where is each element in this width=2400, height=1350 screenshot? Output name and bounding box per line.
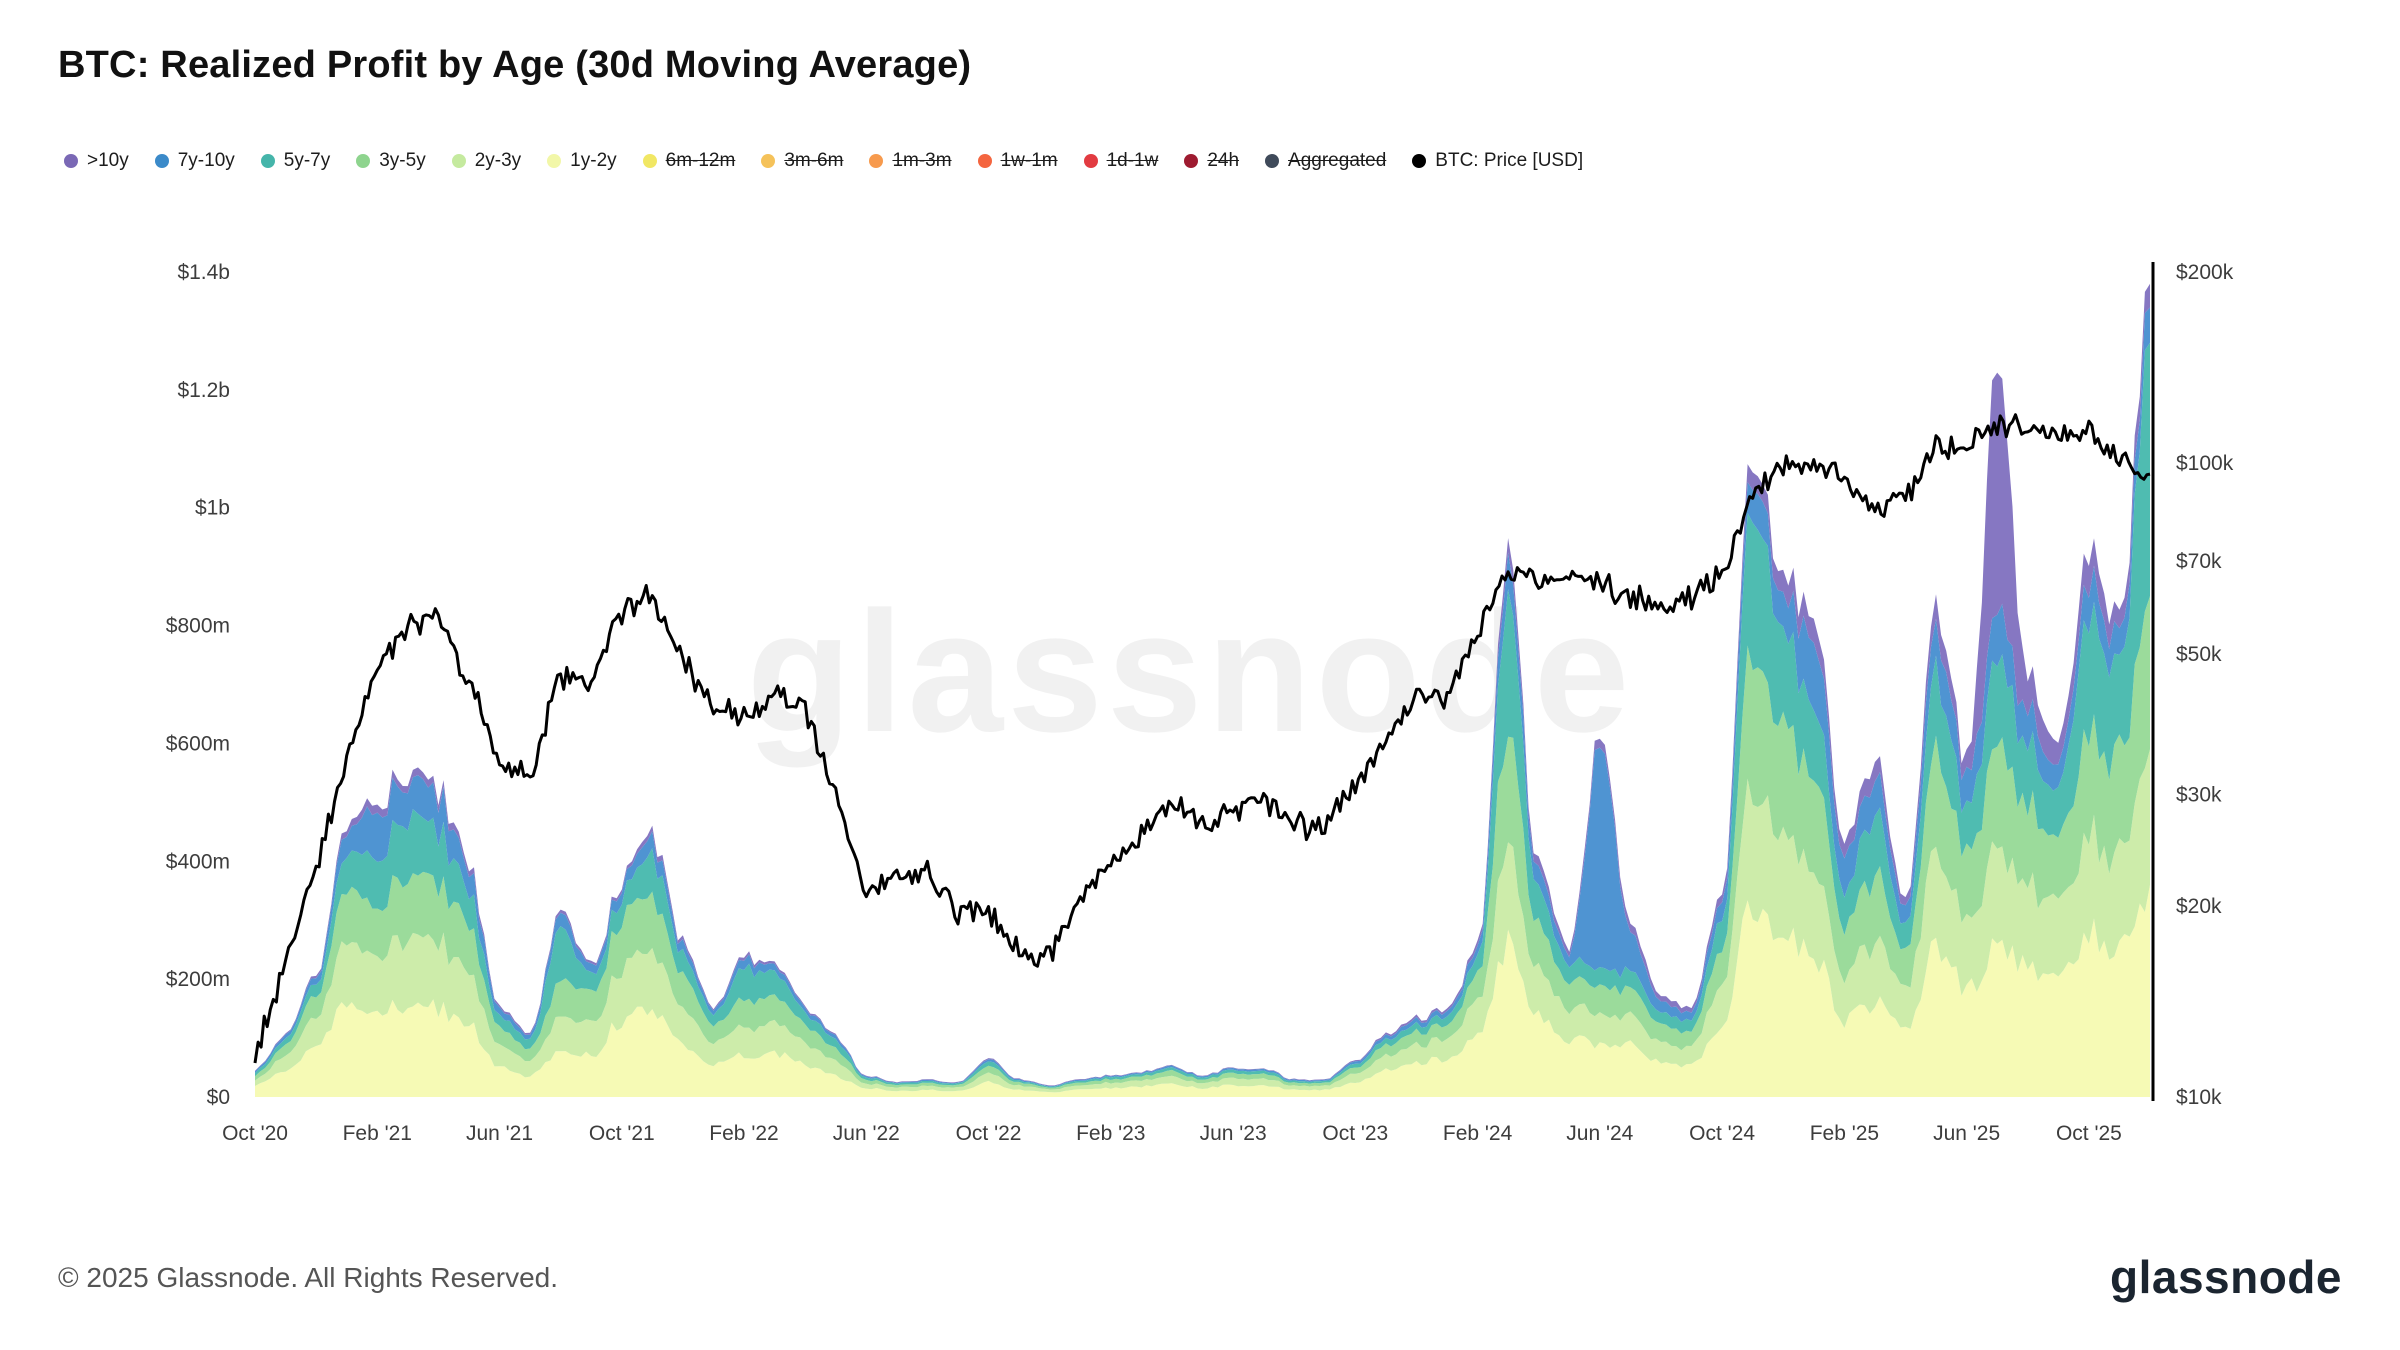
x-axis-tick: Feb '25 — [1810, 1122, 1879, 1145]
right-axis-tick: $70k — [2176, 550, 2222, 573]
copyright-text: © 2025 Glassnode. All Rights Reserved. — [58, 1262, 559, 1293]
legend: >10y 7y-10y 5y-7y 3y-5y 2y-3y 1y-2y 6m-12m 3m-6… — [64, 150, 1583, 172]
left-axis-tick: $200m — [166, 968, 230, 991]
legend-label: 24h — [1207, 150, 1240, 171]
legend-dot — [1412, 154, 1427, 168]
legend-dot — [1265, 154, 1280, 168]
right-axis-tick: $200k — [2176, 261, 2234, 284]
legend-item-3y-5y[interactable]: 3y-5y — [356, 150, 426, 172]
legend-label: 1w-1m — [1000, 150, 1058, 171]
legend-item-24h[interactable]: 24h — [1184, 150, 1239, 172]
legend-item-1w-1m[interactable]: 1w-1m — [977, 150, 1058, 172]
right-axis-tick: $30k — [2176, 783, 2222, 806]
x-axis-tick: Oct '25 — [2056, 1122, 2122, 1145]
x-axis-tick: Feb '22 — [709, 1122, 778, 1145]
legend-dot — [64, 154, 78, 168]
x-axis-tick: Jun '25 — [1933, 1122, 2000, 1145]
right-axis-tick: $50k — [2176, 643, 2222, 666]
legend-dot — [356, 154, 371, 168]
left-axis-tick: $800m — [166, 615, 230, 638]
x-axis-tick: Oct '21 — [589, 1122, 655, 1145]
legend-label: 1d-1w — [1106, 150, 1159, 171]
left-axis-tick: $600m — [166, 732, 230, 755]
legend-item-7y-10y[interactable]: 7y-10y — [154, 150, 235, 172]
x-axis-tick: Oct '20 — [222, 1122, 288, 1145]
x-axis-tick: Oct '24 — [1689, 1122, 1755, 1145]
left-axis-tick: $1.4b — [177, 261, 230, 284]
legend-dot — [1184, 154, 1199, 168]
legend-item-btc-price-usd[interactable]: BTC: Price [USD] — [1412, 150, 1583, 172]
legend-item-10y[interactable]: >10y — [64, 150, 129, 172]
legend-dot — [642, 154, 657, 168]
legend-dot — [1083, 154, 1098, 168]
x-axis-tick: Jun '21 — [466, 1122, 533, 1145]
legend-dot — [869, 154, 884, 168]
legend-item-6m-12m[interactable]: 6m-12m — [642, 150, 736, 172]
x-axis-tick: Feb '23 — [1076, 1122, 1145, 1145]
area-2y-3y — [255, 749, 2150, 1093]
legend-dot — [547, 154, 562, 168]
glassnode-logo: glassnode — [2109, 1251, 2342, 1303]
btc-price-line — [253, 413, 2151, 1064]
x-axis-tick: Feb '21 — [343, 1122, 412, 1145]
legend-item-1d-1w[interactable]: 1d-1w — [1083, 150, 1159, 172]
left-axis-tick: $1b — [195, 497, 230, 520]
right-axis-tick: $100k — [2176, 452, 2234, 475]
x-axis-tick: Oct '23 — [1322, 1122, 1388, 1145]
legend-dot — [761, 154, 776, 168]
left-axis-tick: $1.2b — [177, 379, 230, 402]
x-axis-tick: Jun '23 — [1200, 1122, 1267, 1145]
legend-label: 2y-3y — [474, 150, 522, 171]
legend-dot — [154, 154, 169, 168]
x-axis-tick: Oct '22 — [956, 1122, 1022, 1145]
x-axis-tick: Feb '24 — [1443, 1122, 1513, 1145]
left-axis-tick: $0 — [207, 1086, 230, 1109]
legend-item-aggregated[interactable]: Aggregated — [1265, 150, 1386, 172]
legend-label: 1y-2y — [570, 150, 617, 171]
legend-dot — [977, 154, 992, 168]
left-axis-tick: $400m — [166, 850, 230, 873]
right-axis-tick: $10k — [2176, 1086, 2222, 1109]
legend-label: 5y-7y — [283, 150, 331, 171]
legend-item-3m-6m[interactable]: 3m-6m — [761, 150, 843, 172]
page-title: BTC: Realized Profit by Age (30d Moving … — [58, 44, 972, 86]
legend-item-5y-7y[interactable]: 5y-7y — [260, 150, 331, 172]
legend-item-2y-3y[interactable]: 2y-3y — [451, 150, 522, 172]
legend-dot — [451, 154, 466, 168]
legend-label: 3y-5y — [379, 150, 426, 171]
legend-label: 3m-6m — [784, 150, 844, 171]
legend-item-1m-3m[interactable]: 1m-3m — [869, 150, 952, 172]
legend-label: 1m-3m — [892, 150, 952, 171]
right-axis-tick: $20k — [2176, 895, 2222, 918]
legend-dot — [260, 154, 275, 168]
legend-item-1y-2y[interactable]: 1y-2y — [547, 150, 617, 172]
legend-label: BTC: Price [USD] — [1435, 150, 1584, 171]
plot-area[interactable] — [255, 272, 2150, 1097]
legend-label: Aggregated — [1288, 150, 1387, 171]
legend-label: 7y-10y — [177, 150, 235, 171]
x-axis-tick: Jun '24 — [1566, 1122, 1633, 1145]
area-1y-2y — [255, 884, 2150, 1097]
legend-label: 6m-12m — [665, 150, 736, 171]
legend-label: >10y — [87, 150, 129, 171]
x-axis-tick: Jun '22 — [833, 1122, 900, 1145]
